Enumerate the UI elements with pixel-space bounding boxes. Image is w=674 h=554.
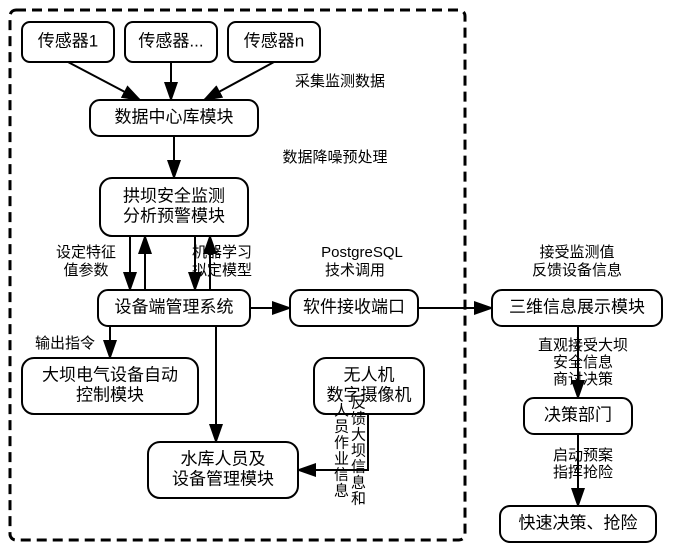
node-electrical-text: 大坝电气设备自动 — [42, 365, 178, 384]
node-drone-text: 无人机 — [344, 365, 395, 384]
label-ml2: 拟定模型 — [192, 262, 252, 279]
label-fb: 息 — [351, 474, 366, 491]
label-fb: 和 — [351, 490, 366, 507]
node-reservoir-text: 水库人员及 — [181, 449, 266, 468]
label-pg2: 技术调用 — [325, 262, 385, 279]
node-analysis: 拱坝安全监测分析预警模块 — [100, 178, 248, 236]
label-accept1: 接受监测值 — [539, 244, 614, 261]
node-threeD-text: 三维信息展示模块 — [509, 297, 645, 316]
label-plan1: 启动预案 — [553, 446, 613, 464]
node-analysis-text: 分析预警模块 — [123, 206, 225, 225]
node-software: 软件接收端口 — [290, 290, 418, 326]
label-fb: 大 — [351, 426, 366, 443]
node-sensor2-text: 传感器... — [138, 31, 203, 50]
node-electrical-text: 控制模块 — [76, 385, 144, 404]
label-fb: 作 — [334, 434, 349, 451]
label-fb: 反 — [351, 394, 366, 411]
arrow-s1-dc — [68, 62, 140, 100]
label-view2: 安全信息 — [553, 353, 613, 371]
label-view3: 商讨决策 — [553, 371, 613, 388]
label-fb: 信 — [334, 466, 349, 483]
label-feature2: 值参数 — [63, 262, 108, 279]
node-sensor1: 传感器1 — [22, 22, 114, 62]
label-collect: 采集监测数据 — [295, 73, 385, 90]
node-deviceMgr: 设备端管理系统 — [98, 290, 250, 326]
node-electrical: 大坝电气设备自动控制模块 — [22, 358, 198, 414]
node-deviceMgr-text: 设备端管理系统 — [115, 297, 234, 316]
label-outCmd: 输出指令 — [35, 335, 95, 352]
node-dataCenter: 数据中心库模块 — [90, 100, 258, 136]
node-reservoir-text: 设备管理模块 — [172, 469, 274, 488]
label-fb: 人 — [334, 402, 349, 419]
label-denoise: 数据降噪预处理 — [282, 149, 387, 166]
node-reservoir: 水库人员及设备管理模块 — [148, 442, 298, 498]
node-threeD: 三维信息展示模块 — [492, 290, 662, 326]
node-sensor1-text: 传感器1 — [38, 31, 98, 50]
node-drone: 无人机数字摄像机 — [314, 358, 424, 414]
label-fb: 息 — [334, 482, 349, 499]
label-feature1: 设定特征 — [56, 244, 116, 261]
label-fb: 业 — [334, 450, 349, 467]
node-decision-text: 决策部门 — [544, 405, 612, 424]
node-sensorN: 传感器n — [228, 22, 320, 62]
label-pg1: PostgreSQL — [321, 244, 403, 261]
label-accept2: 反馈设备信息 — [532, 262, 622, 279]
label-view1: 直观接受大坝 — [538, 337, 628, 354]
label-fb: 馈 — [351, 410, 366, 427]
arrow-sn-dc — [204, 62, 274, 100]
node-rescue: 快速决策、抢险 — [500, 506, 656, 542]
label-fb: 员 — [334, 418, 349, 435]
label-fb: 信 — [351, 458, 366, 475]
node-analysis-text: 拱坝安全监测 — [123, 186, 225, 205]
label-fb: 坝 — [351, 442, 366, 459]
label-ml1: 机器学习 — [192, 244, 252, 261]
node-software-text: 软件接收端口 — [303, 297, 405, 316]
label-plan2: 指挥抢险 — [553, 463, 613, 481]
node-decision: 决策部门 — [524, 398, 632, 434]
node-sensor2: 传感器... — [125, 22, 217, 62]
node-rescue-text: 快速决策、抢险 — [519, 513, 638, 532]
node-dataCenter-text: 数据中心库模块 — [115, 107, 234, 126]
node-sensorN-text: 传感器n — [244, 31, 304, 50]
